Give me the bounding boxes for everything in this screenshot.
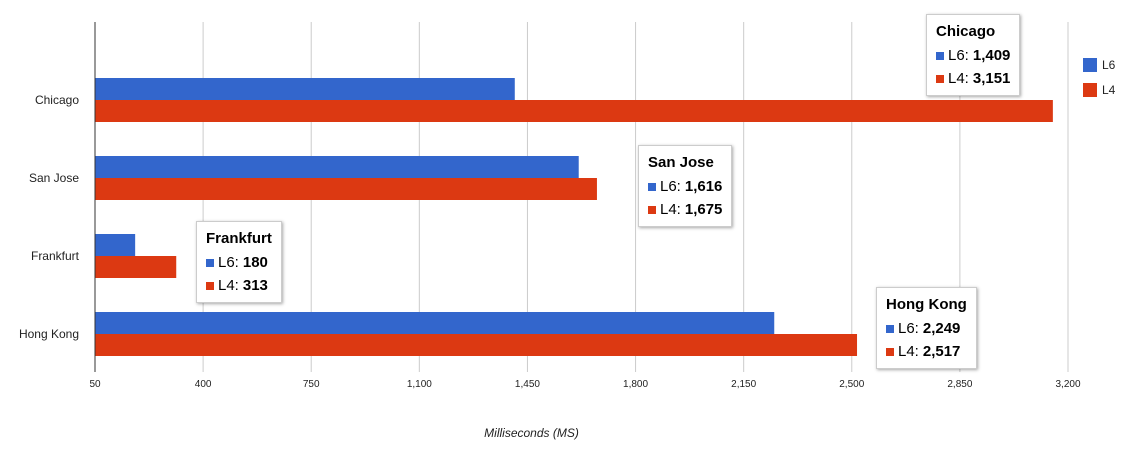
x-tick-label: 400 <box>195 379 212 390</box>
bar-l6-frankfurt[interactable] <box>95 234 136 256</box>
tooltip-title: Hong Kong <box>886 296 967 313</box>
tooltip-swatch <box>936 51 944 60</box>
tooltip-value: 180 <box>242 254 268 271</box>
tooltip-value: 2,249 <box>922 320 961 337</box>
x-tick-label: 2,150 <box>731 379 756 390</box>
category-label: Chicago <box>35 93 79 107</box>
tooltip-value: 1,616 <box>684 178 723 195</box>
tooltip-series-label: L6: <box>218 254 239 271</box>
tooltip-series-label: L6: <box>660 178 681 195</box>
x-tick-label: 2,500 <box>839 379 864 390</box>
tooltip-row: L6: 1,409 <box>936 47 1010 64</box>
tooltip-title: San Jose <box>648 154 714 171</box>
tooltip-series-label: L4: <box>898 343 919 360</box>
category-label: Hong Kong <box>19 327 79 341</box>
tooltip-series-label: L4: <box>948 70 969 87</box>
tooltip-row: L4: 313 <box>206 277 272 294</box>
x-tick-label: 3,200 <box>1055 379 1080 390</box>
legend-swatch-l4 <box>1083 83 1097 97</box>
tooltip-value: 1,409 <box>972 47 1011 64</box>
x-axis-title: Milliseconds (MS) <box>484 426 579 440</box>
bar-l6-san-jose[interactable] <box>95 156 579 178</box>
bar-l4-chicago[interactable] <box>95 100 1053 122</box>
tooltip-frankfurt: Frankfurt L6: 180 L4: 313 <box>196 221 282 303</box>
tooltip-swatch <box>886 324 894 333</box>
legend-label-l6: L6 <box>1102 58 1116 72</box>
category-label: San Jose <box>29 171 79 185</box>
tooltip-row: L4: 3,151 <box>936 70 1010 87</box>
tooltip-title: Frankfurt <box>206 230 272 247</box>
bar-l4-hong-kong[interactable] <box>95 334 858 356</box>
tooltip-value: 2,517 <box>922 343 961 360</box>
tooltip-swatch <box>886 347 894 356</box>
bar-l4-frankfurt[interactable] <box>95 256 177 278</box>
tooltip-san-jose: San Jose L6: 1,616 L4: 1,675 <box>638 145 733 227</box>
tooltip-row: L4: 1,675 <box>648 201 722 218</box>
tooltip-series-label: L4: <box>660 201 681 218</box>
tooltip-series-label: L6: <box>898 320 919 337</box>
tooltip-row: L4: 2,517 <box>886 343 967 360</box>
tooltip-hong-kong: Hong Kong L6: 2,249 L4: 2,517 <box>876 287 977 369</box>
x-tick-label: 750 <box>303 379 320 390</box>
tooltip-value: 3,151 <box>972 70 1011 87</box>
tooltip-title: Chicago <box>936 23 996 40</box>
x-tick-label: 2,850 <box>947 379 972 390</box>
tooltip-series-label: L6: <box>948 47 969 64</box>
tooltip-series-label: L4: <box>218 277 239 294</box>
tooltip-value: 1,675 <box>684 201 723 218</box>
tooltip-row: L6: 2,249 <box>886 320 967 337</box>
x-tick-label: 1,800 <box>623 379 648 390</box>
legend-swatch-l6 <box>1083 58 1097 72</box>
tooltip-swatch <box>936 74 944 83</box>
category-label: Frankfurt <box>31 249 80 263</box>
x-tick-label: 1,450 <box>515 379 540 390</box>
tooltip-row: L6: 180 <box>206 254 272 271</box>
bar-l4-san-jose[interactable] <box>95 178 597 200</box>
bar-l6-chicago[interactable] <box>95 78 515 100</box>
tooltip-swatch <box>648 182 656 191</box>
x-tick-label: 1,100 <box>407 379 432 390</box>
tooltip-chicago: Chicago L6: 1,409 L4: 3,151 <box>926 14 1021 96</box>
legend-label-l4: L4 <box>1102 83 1116 97</box>
tooltip-swatch <box>206 281 214 290</box>
tooltip-value: 313 <box>242 277 268 294</box>
tooltip-swatch <box>648 205 656 214</box>
tooltip-row: L6: 1,616 <box>648 178 722 195</box>
bar-l6-hong-kong[interactable] <box>95 312 775 334</box>
x-tick-label: 50 <box>89 379 101 390</box>
tooltip-swatch <box>206 258 214 267</box>
